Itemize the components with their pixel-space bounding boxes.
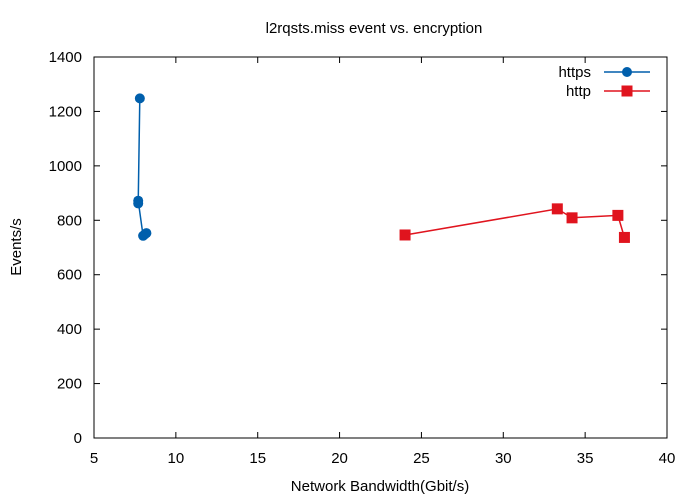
x-axis-ticks: 5 10 15 20 25 30 35 40 bbox=[90, 57, 676, 467]
x-tick-label: 40 bbox=[659, 450, 676, 467]
chart-title: l2rqsts.miss event vs. encryption bbox=[266, 20, 483, 37]
y-tick-label: 800 bbox=[57, 212, 82, 229]
y-tick-label: 1200 bbox=[49, 103, 82, 120]
series-line-http bbox=[404, 208, 626, 238]
y-tick-label: 0 bbox=[74, 430, 82, 447]
x-axis-title: Network Bandwidth(Gbit/s) bbox=[291, 478, 469, 495]
series-http bbox=[399, 203, 630, 243]
x-tick-label: 30 bbox=[495, 450, 512, 467]
y-tick-label: 400 bbox=[57, 321, 82, 338]
data-point-https bbox=[133, 195, 144, 206]
data-point-http bbox=[618, 231, 630, 243]
y-tick-label: 1400 bbox=[49, 49, 82, 66]
series-line-https bbox=[137, 98, 147, 238]
y-axis-ticks: 0 200 400 600 800 1000 1200 1400 bbox=[49, 49, 667, 447]
y-tick-label: 600 bbox=[57, 267, 82, 284]
legend-marker-https bbox=[622, 67, 632, 77]
series-https bbox=[133, 93, 152, 241]
y-tick-label: 1000 bbox=[49, 158, 82, 175]
data-point-https bbox=[139, 229, 150, 240]
x-tick-label: 20 bbox=[331, 450, 348, 467]
x-tick-label: 25 bbox=[413, 450, 430, 467]
data-point-http bbox=[566, 212, 578, 224]
x-tick-label: 10 bbox=[168, 450, 185, 467]
data-point-http bbox=[399, 229, 411, 241]
legend-label-http: http bbox=[566, 83, 591, 100]
x-tick-label: 35 bbox=[577, 450, 594, 467]
data-point-https bbox=[134, 93, 145, 104]
y-tick-label: 200 bbox=[57, 376, 82, 393]
data-point-http bbox=[612, 209, 624, 221]
series-layer bbox=[133, 93, 630, 243]
x-tick-label: 5 bbox=[90, 450, 98, 467]
x-tick-label: 15 bbox=[249, 450, 266, 467]
plot-frame bbox=[93, 56, 668, 439]
legend-marker-http bbox=[621, 85, 633, 97]
data-point-http bbox=[551, 203, 563, 215]
legend: https http bbox=[558, 64, 650, 100]
y-axis-title: Events/s bbox=[8, 218, 25, 276]
legend-label-https: https bbox=[558, 64, 591, 81]
